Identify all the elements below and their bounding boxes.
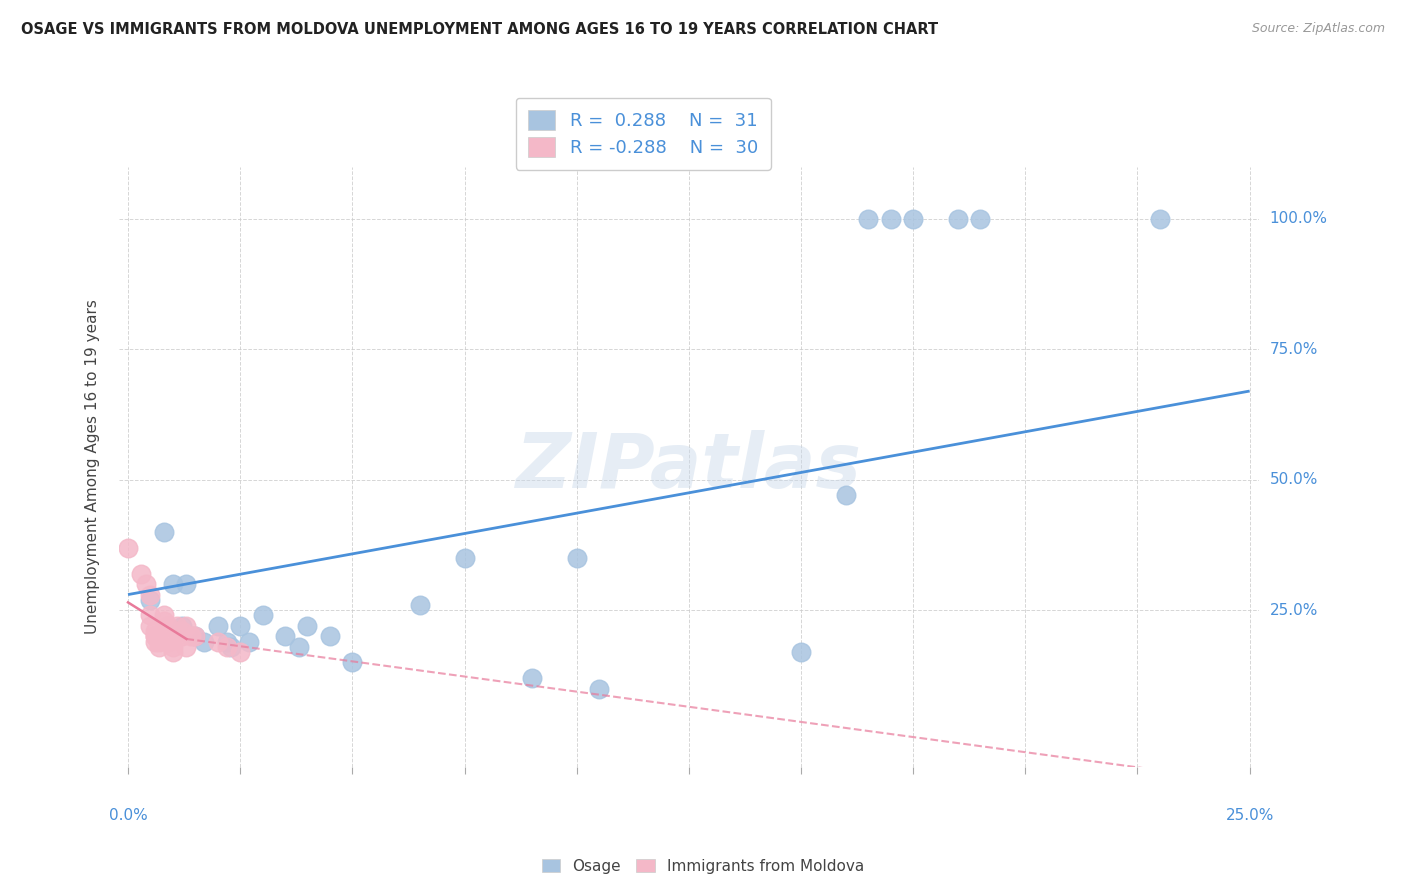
Point — [287, 640, 309, 654]
Point — [139, 608, 162, 623]
Point — [858, 211, 880, 226]
Legend: Osage, Immigrants from Moldova: Osage, Immigrants from Moldova — [536, 853, 870, 880]
Point — [143, 629, 166, 643]
Point — [139, 588, 162, 602]
Legend: R =  0.288    N =  31, R = -0.288    N =  30: R = 0.288 N = 31, R = -0.288 N = 30 — [516, 97, 770, 169]
Point — [274, 629, 297, 643]
Point — [170, 619, 193, 633]
Point — [252, 608, 274, 623]
Text: ZIPatlas: ZIPatlas — [516, 430, 862, 504]
Point — [157, 629, 180, 643]
Point — [184, 629, 207, 643]
Text: Source: ZipAtlas.com: Source: ZipAtlas.com — [1251, 22, 1385, 36]
Point — [143, 624, 166, 639]
Point — [520, 671, 543, 685]
Point — [170, 629, 193, 643]
Text: 50.0%: 50.0% — [1270, 472, 1317, 487]
Point — [166, 624, 188, 639]
Point — [176, 619, 198, 633]
Text: 25.0%: 25.0% — [1270, 603, 1317, 618]
Point — [207, 634, 229, 648]
Point — [880, 211, 903, 226]
Point — [162, 640, 184, 654]
Point — [215, 634, 238, 648]
Point — [969, 211, 991, 226]
Point — [135, 577, 157, 591]
Point — [342, 656, 364, 670]
Point — [176, 640, 198, 654]
Point — [166, 619, 188, 633]
Point — [215, 640, 238, 654]
Point — [453, 551, 475, 566]
Point — [408, 598, 430, 612]
Y-axis label: Unemployment Among Ages 16 to 19 years: Unemployment Among Ages 16 to 19 years — [86, 300, 100, 634]
Point — [153, 608, 176, 623]
Point — [229, 645, 252, 659]
Point — [139, 619, 162, 633]
Point — [790, 645, 813, 659]
Text: 25.0%: 25.0% — [1226, 808, 1274, 823]
Point — [153, 614, 176, 628]
Point — [143, 634, 166, 648]
Text: 0.0%: 0.0% — [108, 808, 148, 823]
Point — [238, 634, 260, 648]
Point — [901, 211, 924, 226]
Point — [162, 577, 184, 591]
Point — [184, 629, 207, 643]
Point — [153, 524, 176, 539]
Point — [946, 211, 969, 226]
Point — [117, 541, 139, 555]
Point — [157, 634, 180, 648]
Point — [162, 645, 184, 659]
Point — [207, 619, 229, 633]
Point — [219, 640, 242, 654]
Point — [297, 619, 319, 633]
Point — [565, 551, 588, 566]
Text: 75.0%: 75.0% — [1270, 342, 1317, 357]
Point — [835, 488, 858, 502]
Point — [193, 634, 215, 648]
Text: 100.0%: 100.0% — [1270, 211, 1327, 227]
Point — [148, 634, 170, 648]
Point — [157, 619, 180, 633]
Point — [1149, 211, 1171, 226]
Point — [180, 629, 202, 643]
Text: OSAGE VS IMMIGRANTS FROM MOLDOVA UNEMPLOYMENT AMONG AGES 16 TO 19 YEARS CORRELAT: OSAGE VS IMMIGRANTS FROM MOLDOVA UNEMPLO… — [21, 22, 938, 37]
Point — [143, 629, 166, 643]
Point — [319, 629, 342, 643]
Point — [148, 640, 170, 654]
Point — [131, 566, 153, 581]
Point — [176, 577, 198, 591]
Point — [139, 592, 162, 607]
Point — [170, 624, 193, 639]
Point — [229, 619, 252, 633]
Point — [588, 681, 610, 696]
